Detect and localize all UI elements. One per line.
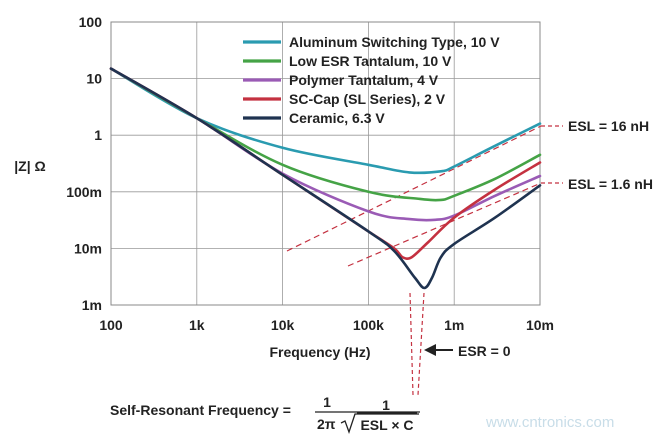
y-tick-label: 1 [94, 127, 102, 143]
formula-sqrt-numerator: 1 [382, 397, 390, 413]
resonance-drop-left [409, 292, 414, 396]
series-lines [109, 67, 542, 290]
legend-label: Low ESR Tantalum, 10 V [289, 53, 452, 69]
x-tick-label: 10m [526, 317, 554, 333]
x-tick-label: 100k [353, 317, 384, 333]
y-tick-label: 1m [82, 297, 102, 313]
x-tick-labels: 100 1k 10k 100k 1m 10m [99, 317, 554, 333]
legend: Aluminum Switching Type, 10 V Low ESR Tan… [243, 34, 500, 126]
y-tick-label: 100m [66, 184, 102, 200]
annotation-esr-zero: ESR = 0 [458, 343, 511, 359]
y-tick-label: 10 [86, 71, 102, 87]
y-tick-label: 100 [79, 14, 103, 30]
formula-prefix: Self-Resonant Frequency = [110, 402, 291, 418]
formula-numerator: 1 [323, 394, 331, 410]
x-tick-label: 10k [271, 317, 295, 333]
legend-label: Aluminum Switching Type, 10 V [289, 34, 500, 50]
legend-label: Ceramic, 6.3 V [289, 110, 385, 126]
esr-marker: ESR = 0 [424, 343, 511, 359]
resonance-drop-right [417, 292, 425, 396]
watermark: www.cntronics.com [485, 414, 614, 431]
arrow-left-icon [424, 344, 436, 356]
annotation-esl-1-6nh: ESL = 1.6 nH [568, 176, 653, 192]
esl-16nh-line [286, 125, 542, 252]
y-tick-labels: 1m 10m 100m 1 10 100 [66, 14, 102, 313]
series-line-5 [109, 67, 542, 290]
x-tick-label: 1m [444, 317, 464, 333]
annotation-esl-16nh: ESL = 16 nH [568, 118, 649, 134]
y-axis-title: |Z| Ω [14, 158, 46, 174]
legend-label: Polymer Tantalum, 4 V [289, 72, 439, 88]
x-axis-title: Frequency (Hz) [269, 344, 370, 360]
x-tick-label: 100 [99, 317, 123, 333]
series-line-2 [109, 67, 542, 202]
self-resonant-formula: Self-Resonant Frequency = 1 2π 1 ESL × C [110, 394, 420, 434]
formula-two-pi: 2π [317, 416, 336, 432]
legend-label: SC-Cap (SL Series), 2 V [289, 91, 446, 107]
series-line-1 [109, 67, 542, 175]
formula-sqrt-denominator: ESL × C [360, 417, 413, 433]
y-tick-label: 10m [74, 240, 102, 256]
x-tick-label: 1k [189, 317, 205, 333]
sqrt-icon [340, 413, 419, 434]
